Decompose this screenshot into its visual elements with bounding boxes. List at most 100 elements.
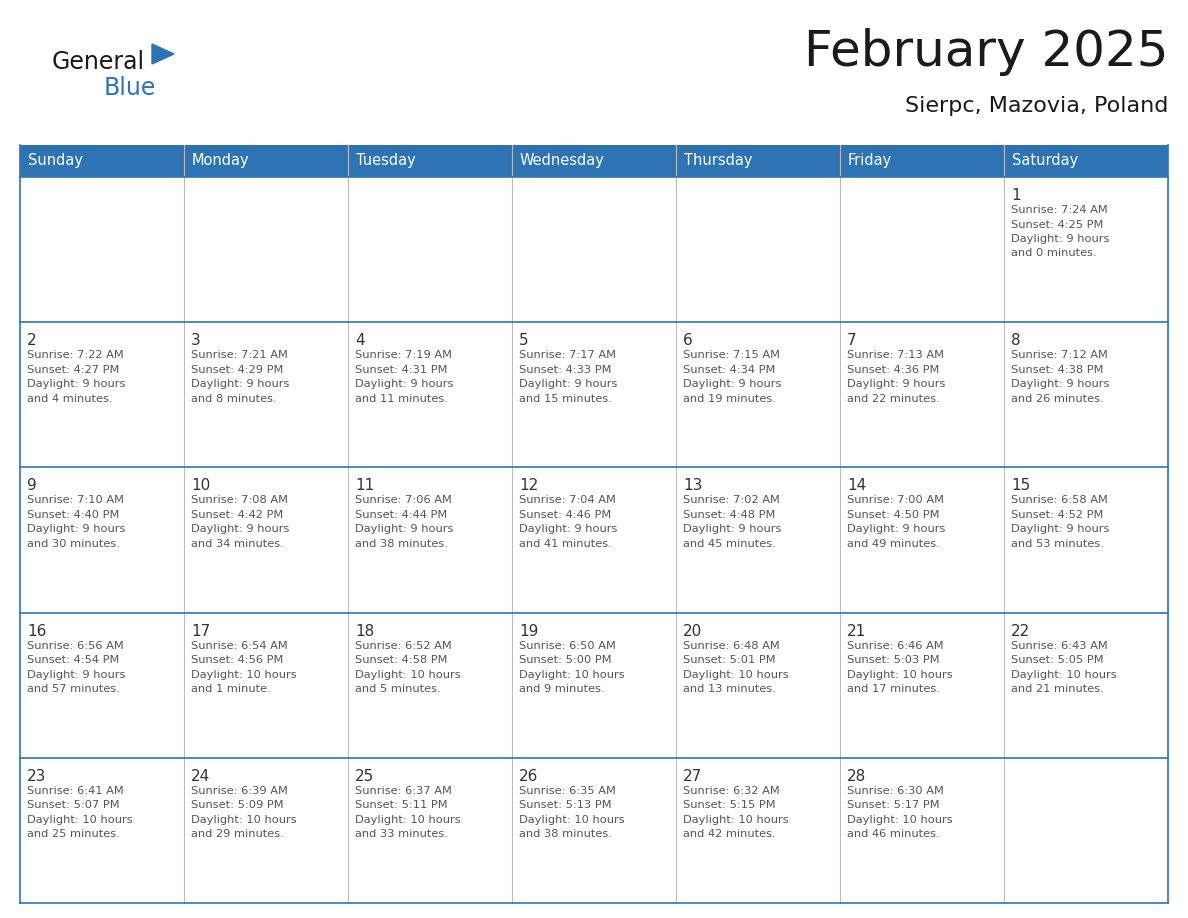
Text: Daylight: 9 hours: Daylight: 9 hours xyxy=(355,524,454,534)
Text: Daylight: 9 hours: Daylight: 9 hours xyxy=(355,379,454,389)
Text: 25: 25 xyxy=(355,768,374,784)
Text: 10: 10 xyxy=(191,478,210,493)
Text: Daylight: 9 hours: Daylight: 9 hours xyxy=(27,379,126,389)
Bar xyxy=(676,145,840,177)
Text: Sunset: 4:58 PM: Sunset: 4:58 PM xyxy=(355,655,448,666)
Text: Sunrise: 7:17 AM: Sunrise: 7:17 AM xyxy=(519,350,617,360)
Bar xyxy=(348,322,512,467)
Text: Daylight: 9 hours: Daylight: 9 hours xyxy=(27,524,126,534)
Text: Sunset: 4:27 PM: Sunset: 4:27 PM xyxy=(27,364,119,375)
Text: and 1 minute.: and 1 minute. xyxy=(191,684,271,694)
Text: Daylight: 10 hours: Daylight: 10 hours xyxy=(847,815,953,824)
Text: Sunset: 5:15 PM: Sunset: 5:15 PM xyxy=(683,800,776,811)
Text: 22: 22 xyxy=(1011,623,1030,639)
Text: Friday: Friday xyxy=(848,153,892,169)
Text: and 57 minutes.: and 57 minutes. xyxy=(27,684,120,694)
Text: and 21 minutes.: and 21 minutes. xyxy=(1011,684,1104,694)
Text: Sunrise: 6:43 AM: Sunrise: 6:43 AM xyxy=(1011,641,1107,651)
Text: Sunset: 5:00 PM: Sunset: 5:00 PM xyxy=(519,655,612,666)
Bar xyxy=(348,612,512,757)
Text: Sunset: 4:33 PM: Sunset: 4:33 PM xyxy=(519,364,612,375)
Text: Sunset: 4:52 PM: Sunset: 4:52 PM xyxy=(1011,509,1104,520)
Text: Daylight: 9 hours: Daylight: 9 hours xyxy=(1011,379,1110,389)
Polygon shape xyxy=(152,44,173,64)
Text: Sunrise: 7:13 AM: Sunrise: 7:13 AM xyxy=(847,350,944,360)
Text: and 26 minutes.: and 26 minutes. xyxy=(1011,394,1104,404)
Bar xyxy=(840,757,1004,903)
Text: Daylight: 10 hours: Daylight: 10 hours xyxy=(191,815,297,824)
Text: Sunset: 4:25 PM: Sunset: 4:25 PM xyxy=(1011,219,1104,230)
Text: Daylight: 9 hours: Daylight: 9 hours xyxy=(519,524,618,534)
Text: Daylight: 10 hours: Daylight: 10 hours xyxy=(1011,669,1117,679)
Bar xyxy=(676,322,840,467)
Text: and 49 minutes.: and 49 minutes. xyxy=(847,539,940,549)
Text: 11: 11 xyxy=(355,478,374,493)
Text: Daylight: 10 hours: Daylight: 10 hours xyxy=(355,669,461,679)
Text: 9: 9 xyxy=(27,478,37,493)
Text: Thursday: Thursday xyxy=(684,153,752,169)
Text: 17: 17 xyxy=(191,623,210,639)
Bar xyxy=(20,757,184,903)
Text: Sunset: 5:05 PM: Sunset: 5:05 PM xyxy=(1011,655,1104,666)
Bar xyxy=(184,145,348,177)
Text: 5: 5 xyxy=(519,333,529,348)
Bar xyxy=(184,612,348,757)
Bar xyxy=(184,322,348,467)
Text: Sunrise: 7:12 AM: Sunrise: 7:12 AM xyxy=(1011,350,1108,360)
Text: 8: 8 xyxy=(1011,333,1020,348)
Bar xyxy=(1004,177,1168,322)
Text: Sunrise: 7:04 AM: Sunrise: 7:04 AM xyxy=(519,496,615,506)
Text: and 41 minutes.: and 41 minutes. xyxy=(519,539,612,549)
Text: Sunset: 4:40 PM: Sunset: 4:40 PM xyxy=(27,509,119,520)
Text: Sunrise: 7:00 AM: Sunrise: 7:00 AM xyxy=(847,496,944,506)
Text: 24: 24 xyxy=(191,768,210,784)
Text: Sunrise: 7:24 AM: Sunrise: 7:24 AM xyxy=(1011,205,1107,215)
Text: Monday: Monday xyxy=(192,153,249,169)
Bar xyxy=(840,612,1004,757)
Text: 14: 14 xyxy=(847,478,866,493)
Bar xyxy=(348,177,512,322)
Text: Daylight: 9 hours: Daylight: 9 hours xyxy=(683,524,782,534)
Text: Sunset: 4:29 PM: Sunset: 4:29 PM xyxy=(191,364,284,375)
Text: and 9 minutes.: and 9 minutes. xyxy=(519,684,605,694)
Text: and 15 minutes.: and 15 minutes. xyxy=(519,394,612,404)
Bar xyxy=(1004,322,1168,467)
Text: and 38 minutes.: and 38 minutes. xyxy=(355,539,448,549)
Bar xyxy=(1004,467,1168,612)
Text: 26: 26 xyxy=(519,768,538,784)
Bar xyxy=(512,467,676,612)
Text: 27: 27 xyxy=(683,768,702,784)
Text: General: General xyxy=(52,50,145,74)
Bar xyxy=(512,612,676,757)
Text: 13: 13 xyxy=(683,478,702,493)
Text: Sunrise: 6:41 AM: Sunrise: 6:41 AM xyxy=(27,786,124,796)
Text: and 29 minutes.: and 29 minutes. xyxy=(191,829,284,839)
Text: Sunset: 5:17 PM: Sunset: 5:17 PM xyxy=(847,800,940,811)
Text: Daylight: 10 hours: Daylight: 10 hours xyxy=(27,815,133,824)
Text: Blue: Blue xyxy=(105,76,157,100)
Bar xyxy=(1004,145,1168,177)
Text: Sunset: 4:36 PM: Sunset: 4:36 PM xyxy=(847,364,940,375)
Text: Wednesday: Wednesday xyxy=(520,153,605,169)
Text: Sunrise: 6:58 AM: Sunrise: 6:58 AM xyxy=(1011,496,1108,506)
Bar xyxy=(348,145,512,177)
Text: Sunset: 5:13 PM: Sunset: 5:13 PM xyxy=(519,800,612,811)
Text: Sunset: 4:46 PM: Sunset: 4:46 PM xyxy=(519,509,612,520)
Text: Sunset: 5:03 PM: Sunset: 5:03 PM xyxy=(847,655,940,666)
Text: Sunset: 4:31 PM: Sunset: 4:31 PM xyxy=(355,364,448,375)
Text: Sunrise: 6:39 AM: Sunrise: 6:39 AM xyxy=(191,786,287,796)
Bar xyxy=(512,322,676,467)
Text: Sunset: 5:09 PM: Sunset: 5:09 PM xyxy=(191,800,284,811)
Text: Sunrise: 7:02 AM: Sunrise: 7:02 AM xyxy=(683,496,779,506)
Text: Daylight: 10 hours: Daylight: 10 hours xyxy=(847,669,953,679)
Text: Sunset: 5:07 PM: Sunset: 5:07 PM xyxy=(27,800,120,811)
Text: and 53 minutes.: and 53 minutes. xyxy=(1011,539,1104,549)
Text: Sunrise: 7:21 AM: Sunrise: 7:21 AM xyxy=(191,350,287,360)
Text: Sunrise: 6:54 AM: Sunrise: 6:54 AM xyxy=(191,641,287,651)
Text: and 30 minutes.: and 30 minutes. xyxy=(27,539,120,549)
Bar xyxy=(840,145,1004,177)
Text: Daylight: 9 hours: Daylight: 9 hours xyxy=(847,524,946,534)
Text: and 5 minutes.: and 5 minutes. xyxy=(355,684,441,694)
Text: 16: 16 xyxy=(27,623,46,639)
Text: 4: 4 xyxy=(355,333,365,348)
